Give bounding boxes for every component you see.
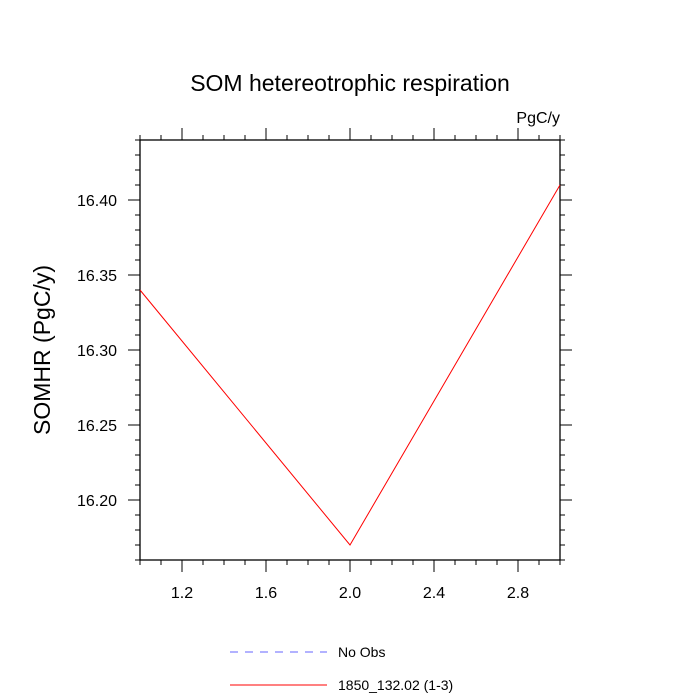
plot-area: 1.2 1.6 2.0 2.4 2.8 16.20 16.25 16.30 16.35 16.40: [77, 128, 572, 602]
y-tick-label: 16.35: [77, 268, 117, 285]
x-tick-label: 2.0: [339, 585, 361, 602]
y-tick-label: 16.20: [77, 493, 117, 510]
series-line: [139, 184, 561, 546]
chart-title: SOM hetereotrophic respiration: [190, 70, 510, 96]
plot-frame: [139, 139, 561, 561]
x-tick-label: 2.8: [507, 585, 529, 602]
x-tick-label: 2.4: [423, 585, 445, 602]
y-axis-label: SOMHR (PgC/y): [29, 265, 55, 435]
x-tick-label: 1.2: [171, 585, 193, 602]
legend: No Obs 1850_132.02 (1-3): [230, 644, 453, 693]
legend-label: 1850_132.02 (1-3): [338, 677, 453, 693]
x-tick-label: 1.6: [255, 585, 277, 602]
y-tick-label: 16.40: [77, 193, 117, 210]
legend-label: No Obs: [338, 644, 385, 660]
y-tick-label: 16.30: [77, 343, 117, 360]
y-tick-label: 16.25: [77, 418, 117, 435]
units-label: PgC/y: [516, 110, 560, 127]
